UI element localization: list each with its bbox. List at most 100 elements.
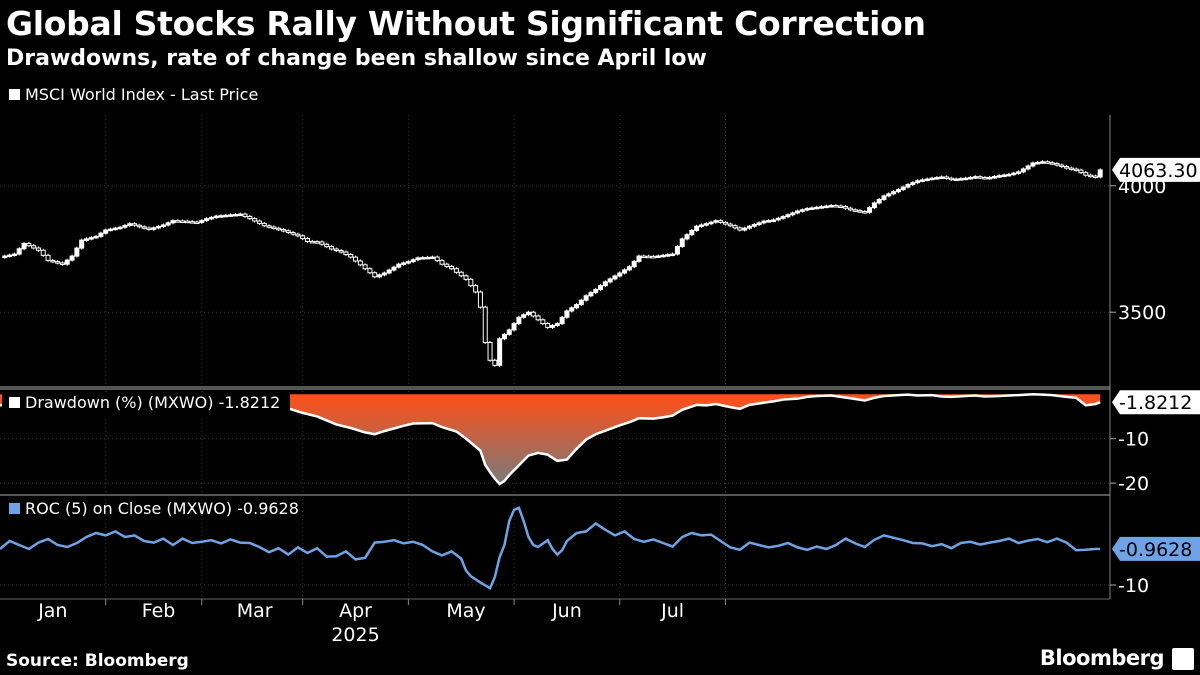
candle-body [867,207,873,213]
candle-body [175,220,181,223]
candle-body [977,176,983,179]
candle-body [694,225,700,231]
candle-body [746,225,752,229]
candle-body [650,255,656,259]
candle-body [482,306,488,344]
candle-body [405,261,411,264]
candle-body [141,226,147,229]
candle-body [261,222,267,227]
candle-body [309,240,315,244]
candle-body [127,223,133,226]
candle-body [1092,175,1098,179]
candle-body [420,257,426,260]
candle-body [372,272,378,278]
candle-body [929,177,935,181]
candle-body [280,229,286,232]
candle-body [386,269,392,274]
candle-body [602,281,608,287]
last-value-label: -1.8212 [1119,392,1192,414]
candle-body [1001,174,1007,178]
y-tick-label: -20 [1118,473,1149,495]
candle-body [593,288,599,294]
x-tick-label: Jan [37,600,67,622]
candle-body [425,256,431,260]
candle-body [7,254,13,258]
candle-body [237,213,243,217]
candle-body [1020,168,1026,173]
candle-body [108,228,113,232]
candle-body [948,177,954,181]
candle-body [622,269,628,274]
candle-body [790,212,796,216]
candle-body [862,210,868,214]
candle-body [564,310,570,318]
candle-body [967,176,973,180]
x-year-label: 2025 [331,624,379,646]
candle-body [689,229,695,236]
candle-body [737,227,743,231]
candle-body [775,217,781,221]
candle-body [329,246,334,250]
candle-body [31,245,37,249]
bloomberg-icon [1172,648,1194,670]
candle-body [477,291,483,308]
last-value-tag [1112,390,1200,415]
candle-body [50,259,56,263]
candle-body [473,285,479,293]
candle-body [958,178,964,181]
candle-body [881,195,887,200]
candle-body [766,220,772,223]
candle-body [16,248,22,255]
candle-body [26,242,32,247]
candle-body [434,256,440,262]
candle-body [324,243,330,248]
candle-body [1035,161,1041,165]
candle-body [756,222,762,226]
legend-swatch [9,397,20,408]
candle-body [300,235,306,240]
y-tick-label: -10 [1118,575,1149,597]
candle-body [266,225,272,228]
roc-line [0,506,1101,590]
candle-body [953,178,959,182]
candle-body [487,342,493,361]
candle-body [612,275,618,280]
candle-body [415,257,421,261]
candle-body [1006,173,1012,177]
candle-body [900,186,906,191]
candle-body [583,295,589,301]
candle-body [252,218,258,222]
x-tick-label: Jul [660,600,684,622]
candle-body [1073,168,1079,172]
candle-body [1078,169,1084,174]
candle-body [530,311,536,317]
candle-body [804,208,810,211]
candle-body [814,206,820,210]
candle-body [751,224,757,227]
candle-body [429,256,435,260]
candle-body [218,215,224,218]
candle-body [1011,172,1017,176]
candle-body [64,259,70,265]
candle-body [285,230,291,233]
candle-body [895,189,901,193]
candle-body [55,261,61,264]
candle-body [1030,162,1036,167]
bloomberg-logo: Bloomberg [1039,646,1165,670]
candle-body [506,329,512,335]
candle-body [343,251,349,256]
candle-body [646,255,652,259]
candle-body [165,222,171,226]
candle-body [718,220,724,223]
candle-body [987,176,993,180]
candle-body [79,239,85,249]
candle-body [367,268,373,274]
x-tick-label: Jun [551,600,582,622]
candle-body [463,275,469,280]
candle-body [891,191,897,195]
candle-body [636,255,642,262]
candle-body [199,220,205,223]
candle-body [228,214,234,217]
candle-body [655,255,661,258]
